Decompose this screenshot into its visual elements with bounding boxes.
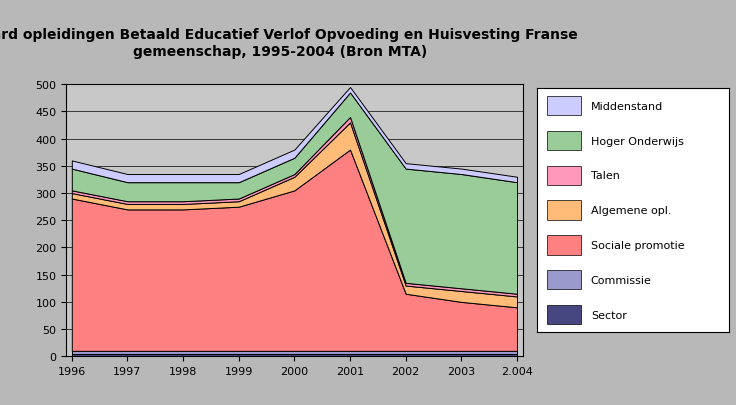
- Text: Sector: Sector: [591, 310, 627, 320]
- Text: Algemene opl.: Algemene opl.: [591, 206, 671, 215]
- FancyBboxPatch shape: [547, 201, 581, 220]
- FancyBboxPatch shape: [547, 132, 581, 151]
- FancyBboxPatch shape: [547, 270, 581, 290]
- Text: Talen: Talen: [591, 171, 620, 181]
- FancyBboxPatch shape: [547, 236, 581, 255]
- Text: Middenstand: Middenstand: [591, 102, 663, 111]
- FancyBboxPatch shape: [547, 305, 581, 324]
- FancyBboxPatch shape: [547, 97, 581, 116]
- Text: Aard opleidingen Betaald Educatief Verlof Opvoeding en Huisvesting Franse
gemeen: Aard opleidingen Betaald Educatief Verlo…: [0, 28, 578, 58]
- Text: Commissie: Commissie: [591, 275, 652, 285]
- FancyBboxPatch shape: [547, 166, 581, 185]
- Text: Hoger Onderwijs: Hoger Onderwijs: [591, 136, 684, 146]
- Text: Sociale promotie: Sociale promotie: [591, 240, 684, 250]
